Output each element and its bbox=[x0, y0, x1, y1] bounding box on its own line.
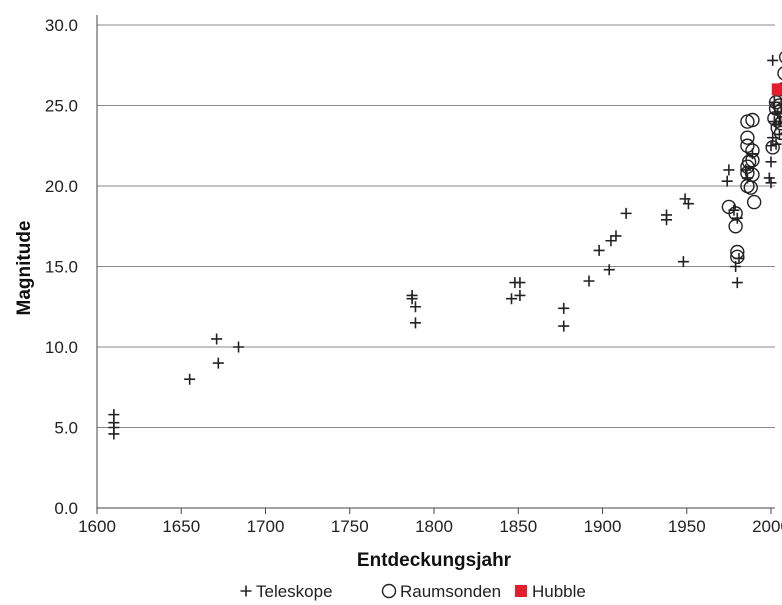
point-raumsonden bbox=[778, 51, 782, 64]
y-tick-label: 30.0 bbox=[45, 16, 78, 35]
point-teleskope bbox=[212, 357, 224, 369]
point-raumsonden bbox=[745, 112, 760, 128]
point-teleskope bbox=[233, 341, 245, 353]
legend-item-teleskope: Teleskope bbox=[240, 582, 333, 601]
point-teleskope bbox=[583, 275, 595, 287]
y-tick-label: 10.0 bbox=[45, 338, 78, 357]
point-teleskope bbox=[772, 108, 782, 120]
legend-square-marker bbox=[515, 585, 527, 597]
point-teleskope bbox=[677, 256, 689, 268]
point-teleskope bbox=[770, 138, 782, 150]
x-tick-label: 1950 bbox=[668, 517, 706, 536]
legend-circle-marker bbox=[381, 583, 397, 599]
point-teleskope bbox=[730, 261, 742, 272]
point-teleskope bbox=[558, 302, 570, 314]
point-raumsonden bbox=[728, 206, 743, 221]
y-tick-label: 15.0 bbox=[45, 258, 78, 277]
point-raumsonden bbox=[740, 130, 755, 145]
x-tick-label: 1700 bbox=[247, 517, 285, 536]
point-raumsonden bbox=[746, 194, 762, 210]
x-axis-title: Entdeckungsjahr bbox=[357, 550, 512, 571]
y-tick-labels: 0.0 5.0 10.0 15.0 20.0 25.0 30.0 bbox=[45, 16, 78, 518]
legend-label-teleskope: Teleskope bbox=[256, 582, 333, 601]
point-teleskope bbox=[558, 320, 570, 332]
point-teleskope bbox=[514, 289, 526, 301]
point-teleskope bbox=[768, 96, 780, 108]
point-teleskope bbox=[731, 212, 743, 224]
legend-item-hubble: Hubble bbox=[515, 582, 586, 601]
point-raumsonden bbox=[777, 66, 782, 81]
point-teleskope bbox=[740, 164, 752, 176]
point-teleskope bbox=[184, 373, 196, 385]
x-tick-label: 1750 bbox=[331, 517, 369, 536]
point-teleskope bbox=[777, 106, 782, 118]
point-raumsonden bbox=[740, 138, 755, 153]
point-hubble bbox=[771, 83, 782, 96]
legend-label-hubble: Hubble bbox=[532, 582, 586, 601]
data-points bbox=[108, 51, 782, 440]
gridlines bbox=[97, 24, 775, 428]
point-raumsonden bbox=[730, 249, 745, 265]
legend-plus-shape bbox=[240, 585, 252, 597]
legend: Teleskope Raumsonden Hubble bbox=[240, 582, 586, 601]
point-teleskope bbox=[746, 148, 758, 160]
axes bbox=[96, 15, 775, 514]
point-teleskope bbox=[603, 264, 615, 276]
point-teleskope bbox=[610, 230, 622, 242]
point-teleskope bbox=[765, 177, 777, 189]
y-tick-label: 5.0 bbox=[54, 419, 78, 438]
point-teleskope bbox=[728, 204, 740, 216]
point-teleskope bbox=[661, 214, 673, 226]
point-teleskope bbox=[731, 277, 743, 289]
x-tick-label: 1900 bbox=[584, 517, 622, 536]
x-tick-label: 1600 bbox=[78, 517, 116, 536]
point-teleskope bbox=[767, 54, 779, 66]
point-teleskope bbox=[406, 293, 418, 305]
point-teleskope bbox=[682, 198, 694, 210]
point-teleskope bbox=[778, 122, 782, 125]
point-teleskope bbox=[765, 140, 777, 152]
point-teleskope bbox=[211, 333, 223, 345]
point-raumsonden bbox=[773, 125, 782, 141]
point-teleskope bbox=[773, 128, 782, 140]
point-raumsonden bbox=[728, 219, 743, 234]
x-tick-label: 2000 bbox=[752, 517, 782, 536]
point-teleskope bbox=[763, 172, 775, 184]
y-axis-title: Magnitude bbox=[14, 221, 35, 316]
point-teleskope bbox=[409, 301, 421, 313]
x-tick-labels: 1600 1650 1700 1750 1800 1850 1900 1950 2000 bbox=[78, 517, 782, 536]
point-teleskope bbox=[108, 428, 120, 440]
x-tick-label: 1800 bbox=[415, 517, 453, 536]
x-tick-label: 1650 bbox=[162, 517, 200, 536]
point-teleskope bbox=[767, 132, 779, 144]
point-teleskope bbox=[723, 164, 735, 176]
point-teleskope bbox=[514, 277, 526, 289]
legend-item-raumsonden: Raumsonden bbox=[381, 582, 501, 601]
point-teleskope bbox=[620, 207, 632, 219]
point-teleskope bbox=[741, 172, 753, 184]
legend-circle-shape bbox=[381, 583, 397, 599]
point-teleskope bbox=[775, 100, 782, 111]
legend-label-raumsonden: Raumsonden bbox=[400, 582, 501, 601]
point-teleskope bbox=[605, 235, 617, 247]
point-teleskope bbox=[733, 252, 745, 264]
point-teleskope bbox=[765, 156, 777, 168]
y-tick-label: 20.0 bbox=[45, 177, 78, 196]
x-tick-label: 1850 bbox=[499, 517, 537, 536]
legend-plus-marker bbox=[240, 585, 252, 597]
y-tick-label: 0.0 bbox=[54, 499, 78, 518]
point-teleskope bbox=[409, 317, 421, 329]
y-tick-label: 25.0 bbox=[45, 97, 78, 116]
point-teleskope bbox=[721, 175, 733, 187]
point-teleskope bbox=[593, 244, 605, 256]
legend-square-shape bbox=[515, 585, 527, 597]
point-teleskope bbox=[506, 293, 518, 305]
point-teleskope bbox=[773, 116, 782, 128]
